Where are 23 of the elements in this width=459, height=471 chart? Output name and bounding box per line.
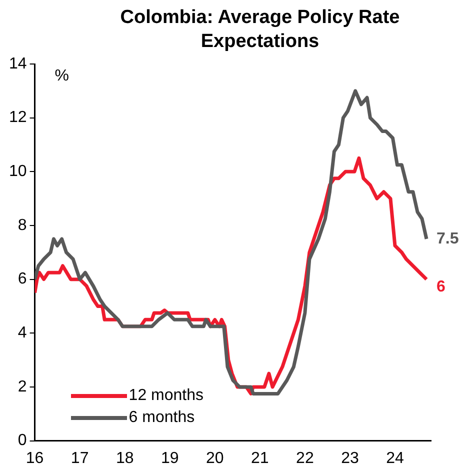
- x-tick-label: 17: [70, 450, 89, 467]
- chart-title: Colombia: Average Policy Rate Expectations: [119, 6, 401, 54]
- y-axis-title: %: [54, 67, 70, 84]
- x-tick-label: 21: [251, 450, 269, 467]
- y-tick-label: 4: [18, 324, 27, 342]
- legend-label: 12 months: [128, 386, 204, 405]
- annotation: 6: [436, 278, 446, 296]
- x-tick-label: 20: [206, 450, 224, 467]
- x-tick-label: 18: [116, 450, 134, 467]
- legend-label: 6 months: [128, 408, 195, 427]
- annotation: 7.5: [436, 230, 459, 248]
- y-tick-label: 10: [9, 163, 27, 180]
- y-tick-label: 8: [18, 216, 27, 234]
- x-tick-label: 16: [26, 450, 44, 467]
- y-tick-label: 2: [18, 378, 27, 396]
- y-tick-label: 6: [18, 270, 27, 288]
- x-tick-label: 19: [160, 450, 179, 467]
- y-tick-label: 0: [18, 432, 27, 450]
- x-tick-label: 23: [341, 450, 359, 467]
- y-tick-label: 12: [9, 109, 27, 126]
- y-tick-label: 14: [9, 55, 27, 72]
- x-tick-label: 24: [386, 450, 404, 467]
- x-tick-label: 22: [296, 450, 314, 467]
